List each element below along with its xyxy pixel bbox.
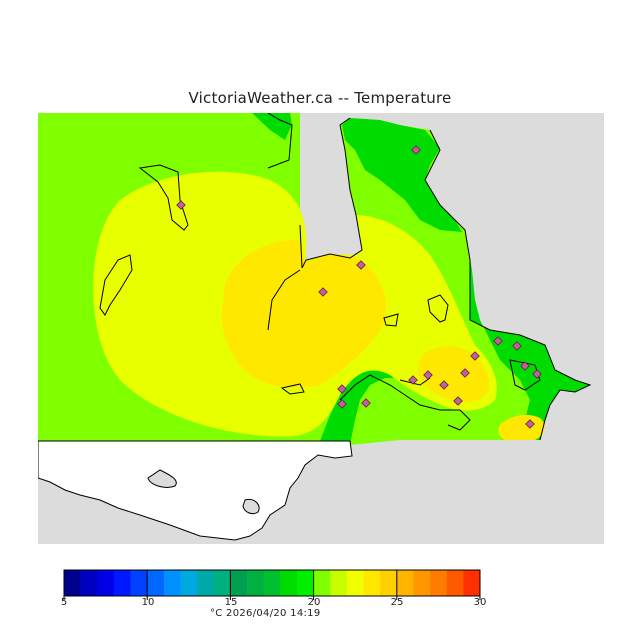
station-marker[interactable]: [493, 336, 503, 346]
station-marker[interactable]: [525, 419, 535, 429]
station-marker[interactable]: [408, 375, 418, 385]
legend-swatch: [396, 570, 414, 596]
zone-cool-south: [320, 357, 418, 445]
legend-swatch: [180, 570, 198, 596]
legend-swatch: [230, 570, 248, 596]
legend-swatch: [247, 570, 264, 596]
legend-swatch: [430, 570, 448, 596]
zone-cool-north: [342, 118, 462, 232]
island-west: [138, 164, 189, 231]
island-small-1: [427, 294, 449, 323]
legend-swatch: [263, 570, 281, 596]
coast-east: [424, 129, 592, 441]
station-marker[interactable]: [337, 384, 347, 394]
station-marker[interactable]: [520, 361, 530, 371]
legend-swatch: [313, 570, 331, 596]
legend-tick-label: 5: [60, 597, 68, 608]
legend-tick-label: 30: [473, 597, 487, 608]
island-small-3: [280, 383, 305, 395]
coast-peninsula: [267, 113, 363, 331]
legend-swatch: [97, 570, 115, 596]
legend-swatch: [296, 570, 314, 596]
station-marker[interactable]: [453, 396, 463, 406]
island-long: [99, 254, 133, 316]
station-marker[interactable]: [361, 398, 371, 408]
station-marker[interactable]: [532, 369, 542, 379]
station-marker[interactable]: [318, 287, 328, 297]
legend-swatch: [163, 570, 181, 596]
legend-swatch: [330, 570, 348, 596]
legend-tick-label: 10: [141, 597, 155, 608]
legend-swatch: [130, 570, 148, 596]
station-marker[interactable]: [337, 399, 347, 409]
legend-tick-label: 20: [307, 597, 321, 608]
legend-swatch: [197, 570, 215, 596]
zone-cool-east: [465, 230, 590, 440]
coast-south: [339, 374, 471, 431]
legend-bar: [63, 569, 481, 600]
island-small-4: [509, 359, 541, 391]
station-marker[interactable]: [460, 368, 470, 378]
legend-swatch: [280, 570, 298, 596]
chart-title: VictoriaWeather.ca -- Temperature: [188, 89, 452, 107]
station-marker[interactable]: [470, 351, 480, 361]
land-inlet: [242, 498, 260, 515]
station-marker[interactable]: [439, 380, 449, 390]
zone-warm-east: [418, 346, 490, 403]
station-marker[interactable]: [423, 370, 433, 380]
legend-swatch: [80, 570, 98, 596]
legend-swatch: [363, 570, 381, 596]
land-mass: [38, 440, 353, 541]
legend-swatch: [113, 570, 131, 596]
legend-swatch: [463, 570, 481, 596]
land-bay: [147, 469, 177, 488]
legend-swatch: [147, 570, 165, 596]
zone-warm-south: [498, 414, 545, 440]
legend-caption: °C 2026/04/20 14:19: [210, 608, 321, 619]
station-marker[interactable]: [411, 145, 421, 155]
legend-tick-label: 15: [224, 597, 238, 608]
legend-swatch: [213, 570, 231, 596]
legend-swatch: [380, 570, 398, 596]
legend-swatch: [446, 570, 464, 596]
legend-tick-label: 25: [390, 597, 404, 608]
station-marker[interactable]: [512, 341, 522, 351]
station-marker[interactable]: [356, 260, 366, 270]
zone-cool-corner: [252, 113, 292, 140]
station-marker[interactable]: [176, 200, 186, 210]
legend-swatch: [346, 570, 364, 596]
legend-swatch: [413, 570, 431, 596]
island-small-2: [383, 313, 399, 327]
legend-swatch: [64, 570, 81, 596]
zone-warm-core: [221, 239, 386, 388]
station-markers: [176, 145, 542, 429]
